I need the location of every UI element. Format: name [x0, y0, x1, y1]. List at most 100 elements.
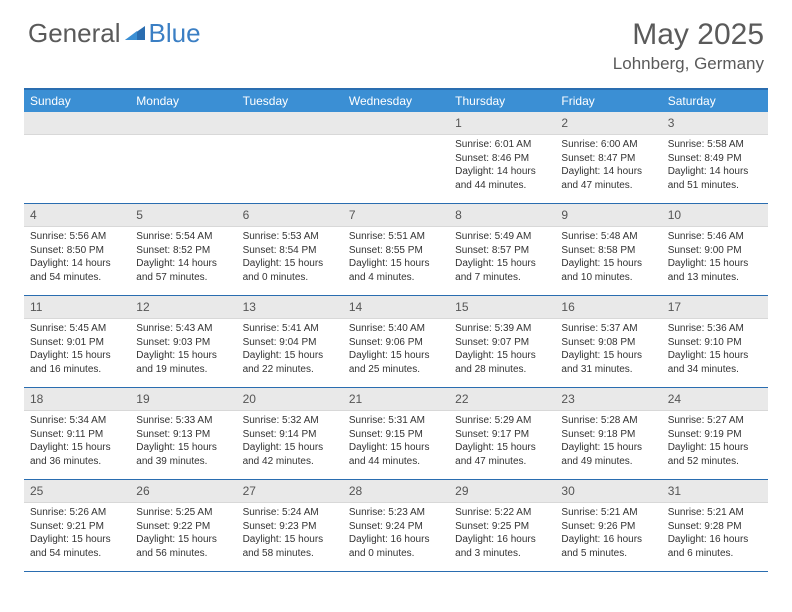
daylight-line2: and 47 minutes.: [561, 179, 655, 193]
empty-daynum: [24, 112, 130, 135]
dayname-thursday: Thursday: [449, 90, 555, 112]
day-info: Sunrise: 5:45 AMSunset: 9:01 PMDaylight:…: [24, 319, 130, 382]
daylight-line1: Daylight: 16 hours: [349, 533, 443, 547]
sunset-text: Sunset: 9:11 PM: [30, 428, 124, 442]
day-info: Sunrise: 5:28 AMSunset: 9:18 PMDaylight:…: [555, 411, 661, 474]
sunrise-text: Sunrise: 5:58 AM: [668, 138, 762, 152]
daylight-line2: and 13 minutes.: [668, 271, 762, 285]
sunset-text: Sunset: 9:28 PM: [668, 520, 762, 534]
sunset-text: Sunset: 9:18 PM: [561, 428, 655, 442]
sunset-text: Sunset: 9:25 PM: [455, 520, 549, 534]
day-info: Sunrise: 5:36 AMSunset: 9:10 PMDaylight:…: [662, 319, 768, 382]
day-info: Sunrise: 5:37 AMSunset: 9:08 PMDaylight:…: [555, 319, 661, 382]
daylight-line2: and 0 minutes.: [243, 271, 337, 285]
calendar-grid: 1Sunrise: 6:01 AMSunset: 8:46 PMDaylight…: [24, 112, 768, 572]
dayname-sunday: Sunday: [24, 90, 130, 112]
daylight-line2: and 28 minutes.: [455, 363, 549, 377]
day-info: Sunrise: 5:27 AMSunset: 9:19 PMDaylight:…: [662, 411, 768, 474]
page-header: General Blue May 2025 Lohnberg, Germany: [0, 0, 792, 82]
day-info: Sunrise: 5:54 AMSunset: 8:52 PMDaylight:…: [130, 227, 236, 290]
day-info: Sunrise: 5:29 AMSunset: 9:17 PMDaylight:…: [449, 411, 555, 474]
daylight-line1: Daylight: 15 hours: [349, 349, 443, 363]
logo-icon: [123, 22, 147, 42]
day-info: Sunrise: 5:31 AMSunset: 9:15 PMDaylight:…: [343, 411, 449, 474]
daylight-line1: Daylight: 15 hours: [349, 441, 443, 455]
day-info: Sunrise: 6:01 AMSunset: 8:46 PMDaylight:…: [449, 135, 555, 198]
daylight-line1: Daylight: 16 hours: [455, 533, 549, 547]
sunrise-text: Sunrise: 5:31 AM: [349, 414, 443, 428]
daylight-line1: Daylight: 15 hours: [668, 441, 762, 455]
sunset-text: Sunset: 9:19 PM: [668, 428, 762, 442]
daylight-line2: and 44 minutes.: [349, 455, 443, 469]
sunrise-text: Sunrise: 5:49 AM: [455, 230, 549, 244]
empty-daynum: [130, 112, 236, 135]
logo-text-left: General: [28, 18, 121, 49]
day-number: 12: [130, 296, 236, 319]
sunrise-text: Sunrise: 5:24 AM: [243, 506, 337, 520]
day-cell: 18Sunrise: 5:34 AMSunset: 9:11 PMDayligh…: [24, 388, 130, 480]
daylight-line2: and 6 minutes.: [668, 547, 762, 561]
sunrise-text: Sunrise: 5:37 AM: [561, 322, 655, 336]
empty-daynum: [343, 112, 449, 135]
day-number: 23: [555, 388, 661, 411]
empty-cell: [24, 112, 130, 204]
daylight-line1: Daylight: 15 hours: [30, 441, 124, 455]
day-number: 2: [555, 112, 661, 135]
day-number: 3: [662, 112, 768, 135]
daylight-line2: and 47 minutes.: [455, 455, 549, 469]
logo: General Blue: [28, 18, 201, 49]
day-number: 25: [24, 480, 130, 503]
daylight-line1: Daylight: 15 hours: [136, 441, 230, 455]
day-number: 26: [130, 480, 236, 503]
day-info: Sunrise: 5:25 AMSunset: 9:22 PMDaylight:…: [130, 503, 236, 566]
day-cell: 4Sunrise: 5:56 AMSunset: 8:50 PMDaylight…: [24, 204, 130, 296]
daylight-line2: and 31 minutes.: [561, 363, 655, 377]
sunset-text: Sunset: 9:08 PM: [561, 336, 655, 350]
empty-cell: [343, 112, 449, 204]
day-cell: 20Sunrise: 5:32 AMSunset: 9:14 PMDayligh…: [237, 388, 343, 480]
calendar: SundayMondayTuesdayWednesdayThursdayFrid…: [24, 88, 768, 572]
daylight-line1: Daylight: 15 hours: [561, 349, 655, 363]
sunset-text: Sunset: 9:14 PM: [243, 428, 337, 442]
day-info: Sunrise: 5:33 AMSunset: 9:13 PMDaylight:…: [130, 411, 236, 474]
day-info: Sunrise: 5:39 AMSunset: 9:07 PMDaylight:…: [449, 319, 555, 382]
day-cell: 26Sunrise: 5:25 AMSunset: 9:22 PMDayligh…: [130, 480, 236, 572]
day-cell: 2Sunrise: 6:00 AMSunset: 8:47 PMDaylight…: [555, 112, 661, 204]
day-cell: 8Sunrise: 5:49 AMSunset: 8:57 PMDaylight…: [449, 204, 555, 296]
sunset-text: Sunset: 8:50 PM: [30, 244, 124, 258]
day-number: 17: [662, 296, 768, 319]
daylight-line1: Daylight: 14 hours: [136, 257, 230, 271]
sunrise-text: Sunrise: 5:53 AM: [243, 230, 337, 244]
title-block: May 2025 Lohnberg, Germany: [613, 18, 764, 74]
daylight-line2: and 34 minutes.: [668, 363, 762, 377]
dayname-monday: Monday: [130, 90, 236, 112]
day-cell: 10Sunrise: 5:46 AMSunset: 9:00 PMDayligh…: [662, 204, 768, 296]
sunset-text: Sunset: 9:00 PM: [668, 244, 762, 258]
day-cell: 11Sunrise: 5:45 AMSunset: 9:01 PMDayligh…: [24, 296, 130, 388]
day-cell: 28Sunrise: 5:23 AMSunset: 9:24 PMDayligh…: [343, 480, 449, 572]
sunrise-text: Sunrise: 5:23 AM: [349, 506, 443, 520]
daylight-line1: Daylight: 15 hours: [561, 441, 655, 455]
sunset-text: Sunset: 8:52 PM: [136, 244, 230, 258]
day-info: Sunrise: 5:46 AMSunset: 9:00 PMDaylight:…: [662, 227, 768, 290]
day-number: 31: [662, 480, 768, 503]
day-info: Sunrise: 5:24 AMSunset: 9:23 PMDaylight:…: [237, 503, 343, 566]
sunrise-text: Sunrise: 5:32 AM: [243, 414, 337, 428]
daylight-line2: and 57 minutes.: [136, 271, 230, 285]
day-cell: 14Sunrise: 5:40 AMSunset: 9:06 PMDayligh…: [343, 296, 449, 388]
daylight-line1: Daylight: 16 hours: [668, 533, 762, 547]
sunset-text: Sunset: 9:04 PM: [243, 336, 337, 350]
day-cell: 24Sunrise: 5:27 AMSunset: 9:19 PMDayligh…: [662, 388, 768, 480]
dayname-wednesday: Wednesday: [343, 90, 449, 112]
day-number: 5: [130, 204, 236, 227]
day-info: Sunrise: 5:40 AMSunset: 9:06 PMDaylight:…: [343, 319, 449, 382]
day-number: 16: [555, 296, 661, 319]
daylight-line1: Daylight: 14 hours: [455, 165, 549, 179]
day-cell: 23Sunrise: 5:28 AMSunset: 9:18 PMDayligh…: [555, 388, 661, 480]
sunset-text: Sunset: 8:49 PM: [668, 152, 762, 166]
empty-cell: [130, 112, 236, 204]
daylight-line1: Daylight: 15 hours: [455, 349, 549, 363]
day-number: 19: [130, 388, 236, 411]
daylight-line2: and 0 minutes.: [349, 547, 443, 561]
day-cell: 5Sunrise: 5:54 AMSunset: 8:52 PMDaylight…: [130, 204, 236, 296]
